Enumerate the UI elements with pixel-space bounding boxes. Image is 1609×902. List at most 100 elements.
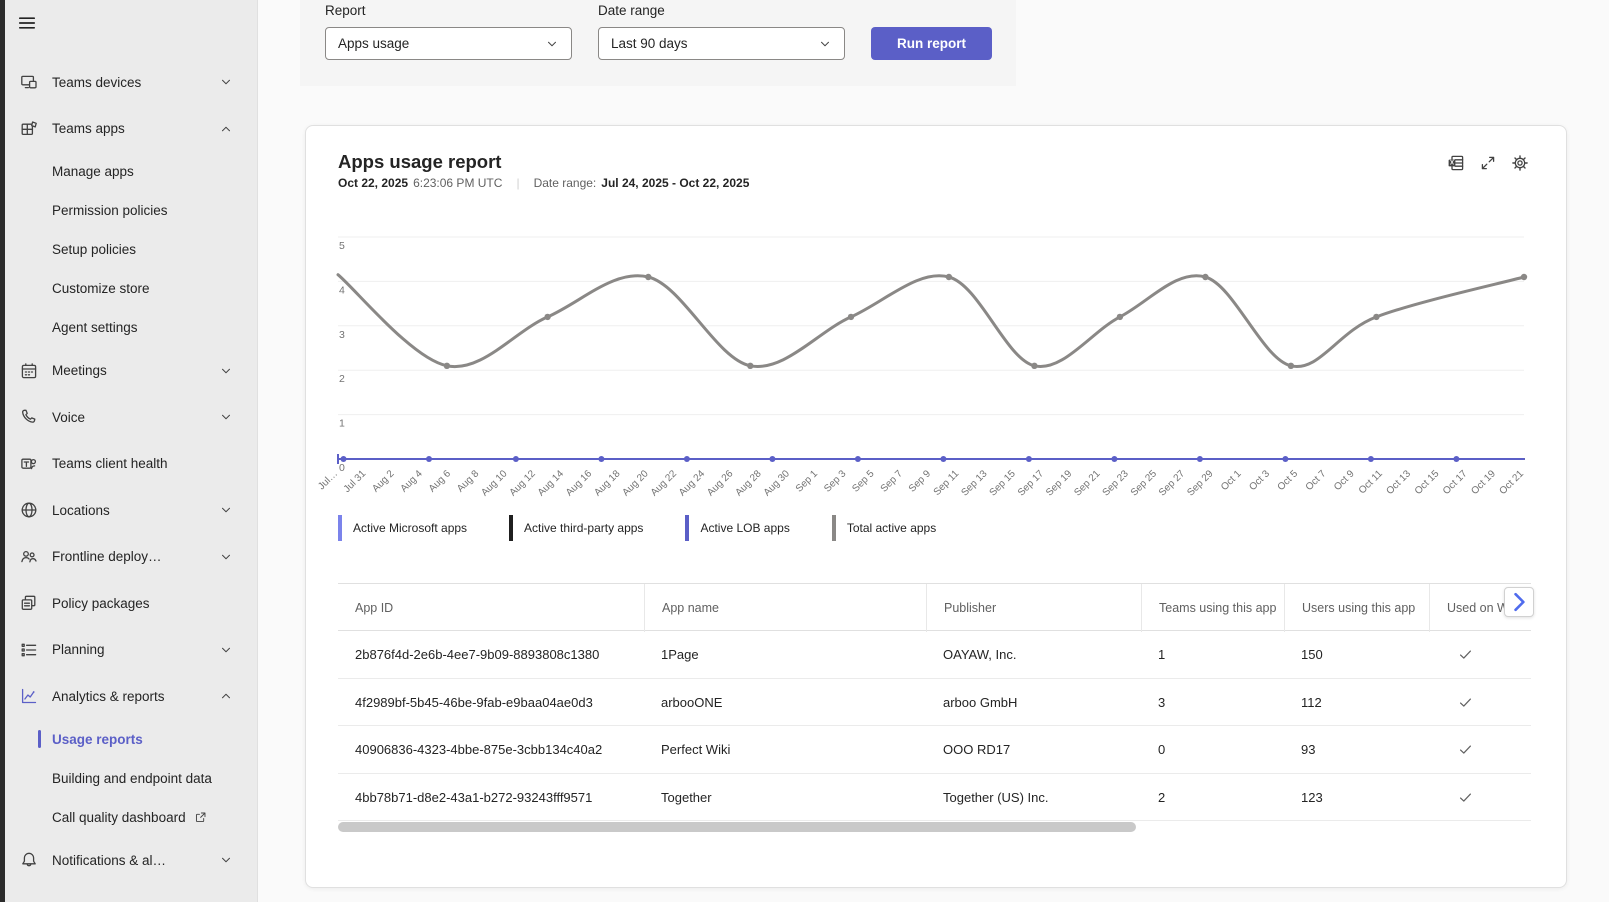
column-header-users-using-this-app[interactable]: Users using this app [1284, 584, 1429, 632]
y-axis-tick-label: 5 [339, 240, 345, 252]
chevron-down-icon [219, 643, 233, 657]
sidebar-item-customize-store[interactable]: Customize store [5, 272, 253, 306]
data-point-marker [1287, 362, 1295, 369]
sidebar-item-building-and-endpoint-data[interactable]: Building and endpoint data [5, 761, 253, 795]
sidebar-item-voice[interactable]: Voice [5, 400, 253, 434]
data-point-marker [544, 313, 551, 321]
data-point-marker [340, 456, 347, 462]
sidebar-item-teams-apps[interactable]: Teams apps [5, 112, 253, 146]
column-header-used-on-w[interactable]: Used on W [1429, 584, 1531, 632]
date-range-select-label: Date range [598, 3, 665, 18]
sidebar-item-manage-apps[interactable]: Manage apps [5, 155, 253, 189]
report-select-label: Report [325, 3, 366, 18]
legend-item-active-third-party-apps[interactable]: Active third-party apps [509, 514, 643, 542]
policy-packages-icon [20, 594, 38, 612]
sidebar-item-label: Analytics & reports [52, 688, 165, 704]
table-cell: 3 [1158, 694, 1166, 710]
sidebar-item-label: Permission policies [52, 203, 168, 218]
table-row: 4bb78b71-d8e2-43a1-b272-93243fff9571 Toge… [338, 774, 1531, 821]
sidebar-item-policy-packages[interactable]: Policy packages [5, 586, 253, 620]
table-row: 4f2989bf-5b45-46be-9fab-e9baa04ae0d3 arbo… [338, 679, 1531, 726]
sidebar-item-label: Teams apps [52, 121, 125, 136]
x-axis-tick-label: Sep 29 [1185, 468, 1215, 498]
x-axis-tick-label: Oct 11 [1357, 468, 1385, 496]
sidebar-item-meetings[interactable]: Meetings [5, 354, 253, 388]
table-cell: OAYAW, Inc. [943, 647, 1017, 663]
x-axis-tick-label: Sep 17 [1016, 468, 1046, 498]
chart-legend: Active Microsoft apps Active third-party … [338, 514, 978, 542]
column-header-app-name[interactable]: App name [644, 584, 926, 632]
sidebar-item-teams-client-health[interactable]: Teams client health [5, 447, 253, 481]
legend-item-total-active-apps[interactable]: Total active apps [831, 514, 936, 542]
data-point-marker [1196, 456, 1203, 462]
check-icon [1457, 694, 1474, 711]
sidebar-item-label: Teams client health [52, 456, 168, 471]
sidebar-item-label: Manage apps [52, 164, 134, 179]
data-point-marker [769, 456, 776, 462]
table-cell: 0 [1158, 742, 1166, 758]
sidebar-item-setup-policies[interactable]: Setup policies [5, 233, 253, 267]
y-axis-tick-label: 2 [339, 373, 345, 385]
table-cell: Together (US) Inc. [943, 789, 1049, 805]
column-header-teams-using-this-app[interactable]: Teams using this app [1141, 584, 1284, 632]
sidebar-item-planning[interactable]: Planning [5, 633, 253, 667]
x-axis-tick-label: Aug 30 [762, 468, 792, 498]
date-range-select[interactable]: Last 90 days [598, 27, 845, 60]
run-report-button[interactable]: Run report [871, 27, 992, 60]
sidebar-item-locations[interactable]: Locations [5, 493, 253, 527]
sidebar-item-permission-policies[interactable]: Permission policies [5, 194, 253, 228]
y-axis-tick-label: 0 [339, 462, 345, 474]
excel-export-icon[interactable]: X [1447, 154, 1465, 172]
check-icon [1457, 741, 1474, 758]
generated-date: Oct 22, 2025 [338, 176, 409, 190]
sidebar-item-analytics-reports[interactable]: Analytics & reports [5, 679, 253, 713]
check-icon [1457, 789, 1474, 806]
sidebar-item-notifications-al[interactable]: Notifications & al… [5, 843, 253, 877]
hamburger-menu-icon[interactable] [17, 13, 37, 33]
date-range-value: Jul 24, 2025 - Oct 22, 2025 [601, 176, 750, 190]
apps-usage-table: App ID App name Publisher Teams using this … [338, 583, 1531, 821]
chevron-down-icon [219, 853, 233, 867]
scrollbar-thumb[interactable] [338, 822, 1136, 832]
chevron-down-icon [219, 410, 233, 424]
legend-swatch [338, 515, 342, 541]
legend-item-active-microsoft-apps[interactable]: Active Microsoft apps [338, 514, 467, 542]
table-cell-used-on-windows [1429, 631, 1531, 679]
legend-label: Active Microsoft apps [353, 521, 468, 535]
report-select[interactable]: Apps usage [325, 27, 572, 60]
legend-item-active-lob-apps[interactable]: Active LOB apps [685, 514, 790, 542]
sidebar-item-agent-settings[interactable]: Agent settings [5, 311, 253, 345]
generated-time: 6:23:06 PM UTC [413, 176, 503, 190]
data-point-marker [1111, 456, 1118, 462]
expand-icon[interactable] [1479, 154, 1497, 172]
data-point-marker [1453, 456, 1460, 462]
sidebar-item-usage-reports[interactable]: Usage reports [5, 722, 253, 756]
sidebar: Teams devices Teams apps Manage apps Permis… [0, 0, 258, 902]
meta-divider: | [516, 176, 520, 190]
x-axis-tick-label: Oct 21 [1498, 468, 1527, 497]
table-row: 2b876f4d-2e6b-4ee7-9b09-8893808c1380 1Pag… [338, 631, 1531, 679]
x-axis-tick-label: Aug 28 [734, 468, 764, 498]
gear-icon[interactable] [1511, 154, 1529, 172]
scroll-columns-right-button[interactable] [1504, 587, 1534, 617]
legend-swatch [831, 515, 836, 541]
sidebar-item-frontline-deploy[interactable]: Frontline deploy… [5, 540, 253, 574]
sidebar-item-call-quality-dashboard[interactable]: Call quality dashboard [5, 800, 253, 834]
sidebar-item-label: Frontline deploy… [52, 549, 162, 564]
legend-swatch [685, 515, 690, 541]
devices-icon [20, 73, 38, 91]
chevron-down-icon [545, 37, 559, 51]
legend-label: Active LOB apps [700, 521, 790, 535]
x-axis-tick-label: Oct 9 [1332, 468, 1357, 493]
x-axis-tick-label: Sep 15 [988, 468, 1018, 498]
bell-icon [20, 851, 38, 869]
table-cell: 2 [1158, 789, 1166, 805]
data-point-marker [1031, 362, 1038, 369]
data-point-marker [1282, 456, 1289, 462]
column-header-app-id[interactable]: App ID [355, 601, 394, 615]
column-header-publisher[interactable]: Publisher [926, 584, 1141, 632]
x-axis-tick-label: Sep 5 [850, 468, 877, 495]
y-axis-tick-label: 4 [339, 284, 345, 296]
report-actions: X [1447, 154, 1529, 172]
sidebar-item-teams-devices[interactable]: Teams devices [5, 65, 253, 99]
